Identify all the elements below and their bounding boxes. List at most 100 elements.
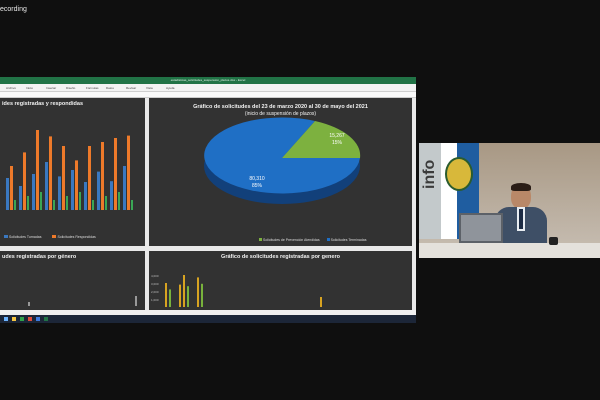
ribbon-tab[interactable]: Vista — [146, 86, 153, 90]
bar-respondidas — [114, 138, 117, 210]
y-tick-label: 4,000 — [151, 274, 159, 278]
coat-of-arms-icon — [445, 157, 473, 191]
chart-requests-by-gender[interactable]: Gráfico de solicitudes registradas por g… — [149, 251, 412, 310]
chart-requests-registered-answered[interactable]: ides registradas y respondidas Solicitud… — [0, 98, 145, 246]
taskbar-app-icon[interactable] — [20, 317, 24, 321]
legend-swatch-blue — [4, 235, 8, 238]
bar-gender — [187, 286, 189, 307]
ribbon-tab[interactable]: Revisar — [126, 86, 137, 90]
chart-title: udes registradas por género — [2, 254, 77, 260]
pie-slice-prevencion — [282, 121, 361, 158]
ribbon-tab[interactable]: Insertar — [46, 86, 57, 90]
ribbon-tab[interactable]: Datos — [106, 86, 114, 90]
taskbar-app-icon[interactable] — [12, 317, 16, 321]
legend-swatch-orange — [52, 235, 57, 238]
bar-turnadas — [6, 178, 9, 210]
y-tick-label: 1,000 — [151, 298, 159, 302]
bar-turnadas — [45, 162, 48, 210]
bar-turnadas — [19, 186, 22, 210]
bar-respondidas — [49, 136, 52, 210]
bar-small — [135, 296, 137, 306]
person-tie — [519, 209, 523, 229]
legend-item-turnadas: Solicitudes Turnadas — [8, 235, 42, 239]
bar-respondidas — [62, 146, 65, 210]
bar-gender — [179, 284, 181, 307]
video-feed: info — [419, 143, 600, 258]
excel-sheet: ides registradas y respondidas Solicitud… — [0, 98, 416, 310]
bar-secondary — [118, 192, 120, 210]
legend-item-terminadas: Solicitudes Terminadas — [330, 238, 367, 242]
person-hair — [511, 183, 531, 191]
windows-start-icon[interactable] — [4, 317, 8, 321]
legend-swatch-blue — [326, 238, 330, 241]
bar-chart-svg — [6, 130, 133, 210]
bar-small — [28, 302, 30, 306]
y-tick-label: 2,000 — [151, 290, 159, 294]
bar-gender — [197, 277, 199, 307]
taskbar-app-icon[interactable] — [28, 317, 32, 321]
excel-ribbon: Archivo Inicio Insertar Diseño Fórmulas Datos… — [0, 84, 416, 92]
chart-title: ides registradas y respondidas — [2, 101, 84, 107]
bar-turnadas — [58, 176, 61, 210]
excel-formula-bar — [0, 92, 416, 98]
legend-item-prevencion: Solicitudes de Prevención Atendidas — [262, 238, 320, 242]
bar-respondidas — [36, 130, 39, 210]
bar-turnadas — [32, 174, 35, 210]
recording-label: ecording — [0, 6, 27, 13]
bar-gender — [183, 275, 185, 307]
ribbon-tab[interactable]: Fórmulas — [86, 86, 99, 90]
bar-secondary — [105, 196, 107, 210]
bar-respondidas — [23, 152, 26, 210]
mug-icon — [549, 237, 558, 245]
pie-legend: Solicitudes de Prevención Atendidas Soli… — [259, 238, 367, 242]
excel-status-bar — [0, 310, 416, 315]
desk — [419, 243, 600, 258]
legend-swatch-green — [259, 238, 262, 241]
pie-label-pct-green: 15% — [332, 140, 343, 146]
bar-secondary — [131, 200, 133, 210]
pie-title: Gráfico de solicitudes del 23 de marzo 2… — [193, 104, 368, 110]
bar-turnadas — [123, 166, 126, 210]
gender-bar-svg: 1,000 2,000 3,000 4,000 — [151, 274, 322, 307]
ribbon-tab[interactable]: Archivo — [6, 86, 17, 90]
legend-item-respondidas: Solicitudes Respondidas — [57, 235, 96, 239]
bar-secondary — [79, 192, 81, 210]
logo-panel — [419, 143, 441, 239]
chart-requests-by-gender-left[interactable]: udes registradas por género — [0, 251, 145, 310]
bar-respondidas — [127, 135, 130, 210]
pie-svg: 15,267 15% 80,310 85% — [204, 117, 361, 204]
pie-subtitle: (inicio de suspensión de plazos) — [244, 111, 317, 117]
bar-respondidas — [10, 166, 13, 210]
chart-legend: Solicitudes Turnadas Solicitudes Respond… — [4, 235, 96, 239]
bar-respondidas — [88, 146, 91, 210]
bar-secondary — [40, 192, 42, 210]
ribbon-tab[interactable]: Ayuda — [166, 86, 175, 90]
chart-pie-requests[interactable]: Gráfico de solicitudes del 23 de marzo 2… — [149, 98, 412, 246]
bar-turnadas — [110, 181, 113, 210]
bar-gender — [169, 289, 171, 307]
excel-title-bar: estadisticas_solicitudes_suspension_plaz… — [0, 77, 416, 84]
ribbon-tab[interactable]: Inicio — [26, 86, 34, 90]
bar-turnadas — [84, 182, 87, 210]
laptop-icon — [459, 213, 503, 243]
pie-label-value-blue: 80,310 — [249, 176, 265, 182]
chart-title: Gráfico de solicitudes registradas por g… — [221, 254, 340, 260]
bar-secondary — [53, 200, 55, 210]
bar-secondary — [27, 196, 29, 210]
person-head — [511, 185, 531, 209]
ribbon-tab[interactable]: Diseño — [66, 86, 76, 90]
pie-label-pct-blue: 85% — [252, 183, 263, 189]
bar-secondary — [92, 200, 94, 210]
windows-taskbar — [0, 315, 416, 323]
taskbar-app-icon[interactable] — [44, 317, 48, 321]
shared-screen: estadisticas_solicitudes_suspension_plaz… — [0, 77, 416, 323]
bar-gender — [201, 283, 203, 307]
bar-secondary — [14, 200, 16, 210]
pie-label-value-green: 15,267 — [329, 133, 345, 139]
taskbar-app-icon[interactable] — [36, 317, 40, 321]
logo-text: info — [421, 159, 438, 189]
bar-turnadas — [97, 171, 100, 210]
bar-secondary — [66, 196, 68, 210]
pie-slice-terminadas — [204, 117, 360, 194]
bar-respondidas — [101, 142, 104, 210]
